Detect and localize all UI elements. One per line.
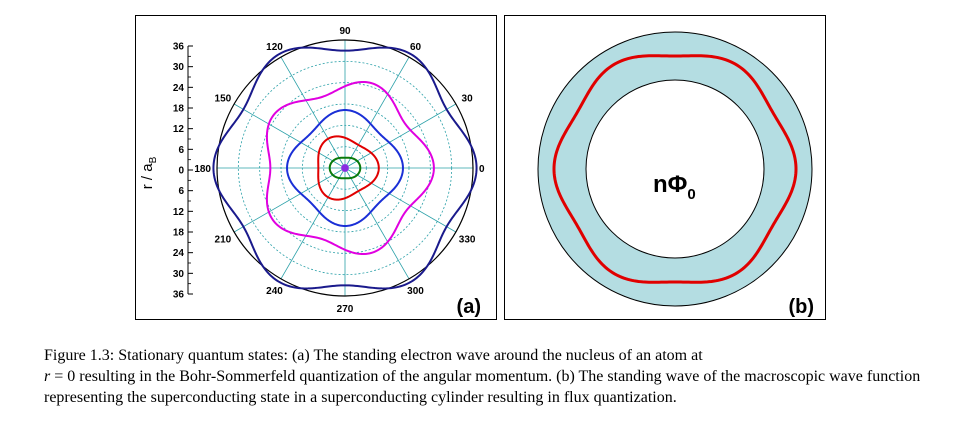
angle-label: 240 xyxy=(266,286,283,297)
cylinder-panel: nΦ0 (b) xyxy=(504,15,826,320)
flux-label: nΦ0 xyxy=(653,171,696,203)
angle-label: 30 xyxy=(462,94,474,105)
y-tick-label: 18 xyxy=(173,228,185,239)
grid-spoke xyxy=(344,167,457,233)
angle-label: 120 xyxy=(266,42,283,53)
y-axis-title: r / aB xyxy=(139,156,159,189)
angle-label: 300 xyxy=(407,286,424,297)
panel-a-label: (a) xyxy=(457,296,481,318)
y-tick-label: 36 xyxy=(173,290,185,301)
cylinder-bore xyxy=(585,79,765,259)
angle-label: 330 xyxy=(459,235,476,246)
wave-curve-blue xyxy=(286,109,404,227)
y-tick-label: 30 xyxy=(173,269,185,280)
wave-curve-purple xyxy=(341,164,349,172)
angle-label: 60 xyxy=(410,42,422,53)
grid-spoke xyxy=(280,167,346,280)
angle-label: 0 xyxy=(479,164,485,175)
angle-labels: 0 30 60 90 120 150 180 210 240 270 300 330 xyxy=(194,26,485,315)
cylinder-diagram: nΦ0 (b) xyxy=(537,31,814,318)
y-tick-label: 12 xyxy=(173,207,185,218)
grid-spoke xyxy=(280,56,346,169)
wave-curve-red xyxy=(317,135,380,201)
nucleus-dot xyxy=(343,166,347,170)
caption-r-variable: r xyxy=(44,368,51,385)
angle-label: 90 xyxy=(339,26,351,37)
grid-spoke xyxy=(233,167,346,233)
figure-caption: Figure 1.3: Stationary quantum states: (… xyxy=(44,345,924,408)
angle-label: 210 xyxy=(215,235,232,246)
grid-spoke xyxy=(344,167,410,280)
y-tick-label: 30 xyxy=(173,62,185,73)
y-tick-label: 18 xyxy=(173,104,185,115)
angle-label: 150 xyxy=(215,94,232,105)
wave-curve-green xyxy=(328,156,362,180)
caption-rest: = 0 resulting in the Bohr-Sommerfeld qua… xyxy=(44,368,921,406)
panel-b-label: (b) xyxy=(788,296,814,318)
wave-curve-navy xyxy=(212,46,478,290)
grid-spoke xyxy=(233,103,346,169)
polar-plot-panel: 36 30 24 18 12 6 0 6 12 18 24 30 36 0 30 60 90 120 150 180… xyxy=(135,15,497,320)
wave-curves xyxy=(212,46,478,290)
macroscopic-wave xyxy=(552,54,798,284)
y-tick-label: 24 xyxy=(173,83,185,94)
outer-circle xyxy=(216,39,474,297)
radial-axis: 36 30 24 18 12 6 0 6 12 18 24 30 36 xyxy=(173,42,193,301)
grid-spoke xyxy=(344,103,457,169)
polar-grid xyxy=(216,39,474,297)
angle-label: 180 xyxy=(194,164,211,175)
y-tick-label: 6 xyxy=(178,145,184,156)
grid-spoke xyxy=(344,56,410,169)
y-tick-label: 36 xyxy=(173,42,185,53)
y-tick-label: 6 xyxy=(178,186,184,197)
angle-label: 270 xyxy=(337,304,354,315)
y-tick-label: 12 xyxy=(173,124,185,135)
wave-curve-magenta xyxy=(265,80,435,256)
y-tick-label: 24 xyxy=(173,248,185,259)
caption-line-1: Figure 1.3: Stationary quantum states: (… xyxy=(44,347,703,364)
y-tick-label: 0 xyxy=(178,166,184,177)
